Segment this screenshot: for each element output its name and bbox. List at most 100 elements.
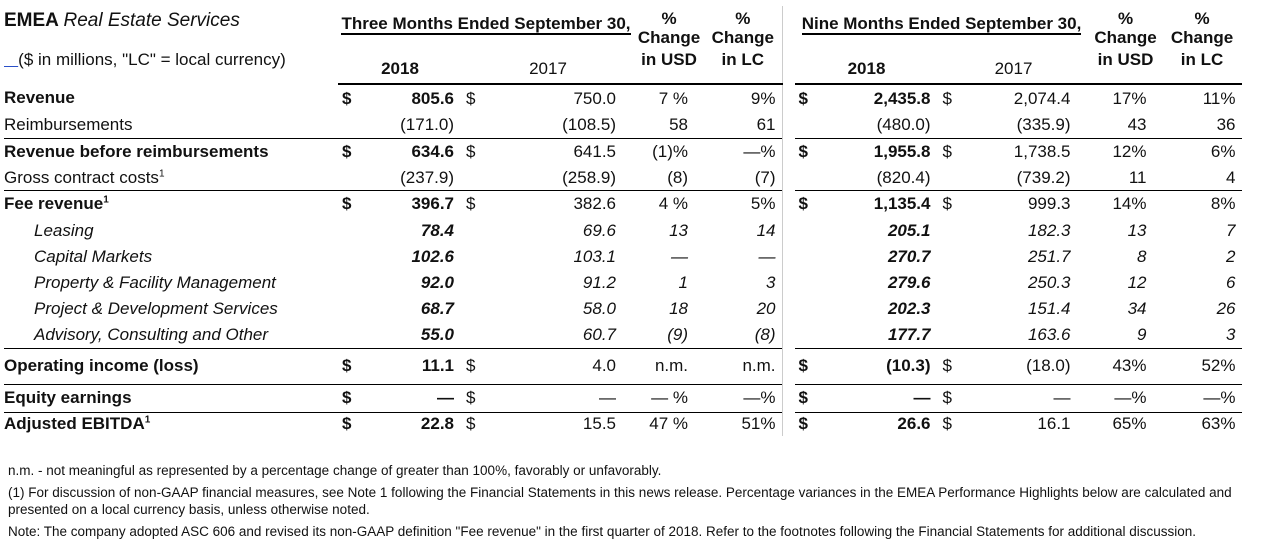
currency-symbol: $ — [794, 383, 817, 412]
change-usd-9m: 17% — [1112, 88, 1147, 108]
currency-symbol — [795, 296, 817, 322]
value-2017-9m: — — [968, 383, 1089, 412]
value-2017-9m: (739.2) — [1016, 167, 1071, 187]
currency-symbol — [795, 166, 817, 190]
value-2017-3m: 4.0 — [492, 347, 634, 384]
value-2018-9m: 205.1 — [887, 221, 931, 240]
value-2017-3m: 58.0 — [582, 299, 616, 318]
currency-symbol: $ — [462, 189, 492, 218]
in-usd-header-3m: in USD — [634, 50, 704, 85]
change-lc-3m: (8) — [754, 324, 776, 344]
currency-symbol: $ — [938, 383, 969, 412]
change-usd-9m: 12 — [1127, 273, 1147, 292]
change-lc-3m: 3 — [766, 273, 776, 292]
value-2018-9m: 2,435.8 — [873, 88, 931, 108]
currency-symbol — [462, 322, 492, 348]
change-lc-9m: 36 — [1216, 114, 1236, 134]
change-lc-3m: —% — [704, 383, 782, 412]
change-lc-header-9m: % Change — [1170, 9, 1234, 47]
value-2018-9m: — — [816, 383, 939, 412]
change-lc-header-3m: % Change — [711, 9, 774, 47]
change-usd-3m: (8) — [667, 167, 688, 187]
value-2017-3m: — — [492, 383, 634, 412]
table-row: Leasing 78.4 69.6 13 14 205.1 182.3 13 7 — [4, 218, 1242, 244]
value-2018-3m: 805.6 — [411, 88, 454, 108]
change-lc-3m: 14 — [756, 221, 776, 240]
value-2017-3m: (108.5) — [562, 114, 616, 134]
change-lc-3m: 61 — [756, 114, 776, 134]
change-lc-9m: 6% — [1162, 137, 1242, 166]
value-2017-9m: 2,074.4 — [1013, 88, 1071, 108]
change-lc-9m: 7 — [1226, 221, 1236, 240]
row-label: Project & Development Services — [34, 299, 278, 318]
currency-symbol: $ — [338, 411, 360, 436]
value-2017-9m: 1,738.5 — [968, 137, 1089, 166]
currency-symbol: $ — [338, 347, 360, 384]
non-gaap-footnote: (1) For discussion of non-GAAP financial… — [8, 485, 1232, 517]
currency-symbol — [939, 296, 969, 322]
currency-symbol: $ — [938, 189, 969, 218]
footnote-marker: 1 — [158, 168, 165, 180]
value-2017-3m: 60.7 — [582, 324, 616, 344]
currency-symbol — [939, 270, 969, 296]
value-2018-3m: 78.4 — [420, 221, 454, 240]
currency-symbol — [795, 244, 817, 270]
table-row: Adjusted EBITDA1 $22.8 $15.5 47 % 51% $26.6 $1… — [4, 411, 1242, 436]
value-2018-3m: 22.8 — [360, 411, 462, 436]
table-row: Revenue before reimbursements $634.6 $641.… — [4, 137, 1242, 166]
year-2018-header-3m: 2018 — [338, 50, 462, 85]
change-lc-3m: n.m. — [704, 347, 782, 384]
units-note-link[interactable] — [4, 50, 18, 69]
currency-symbol: $ — [942, 88, 952, 108]
value-2018-3m: 11.1 — [360, 347, 462, 384]
change-lc-3m: 20 — [756, 299, 776, 318]
currency-symbol: $ — [798, 88, 808, 108]
currency-symbol — [462, 166, 492, 190]
value-2018-9m: 177.7 — [887, 324, 931, 344]
currency-symbol — [795, 112, 817, 138]
change-usd-3m: n.m. — [634, 347, 704, 384]
value-2018-9m: 279.6 — [887, 273, 931, 292]
change-lc-9m: 26 — [1216, 299, 1236, 318]
value-2018-3m: 68.7 — [420, 299, 454, 318]
change-usd-3m: 1 — [678, 273, 688, 292]
value-2018-3m: 55.0 — [420, 324, 454, 344]
row-label: Revenue — [4, 88, 75, 107]
row-label: Advisory, Consulting and Other — [34, 324, 269, 344]
currency-symbol — [462, 218, 492, 244]
value-2018-3m: 396.7 — [360, 189, 462, 218]
value-2017-3m: (258.9) — [562, 167, 616, 187]
currency-symbol — [795, 270, 817, 296]
change-usd-header-9m: % Change — [1094, 9, 1157, 47]
in-usd-header-9m: in USD — [1088, 50, 1163, 85]
value-2017-9m: 16.1 — [968, 411, 1089, 436]
currency-symbol: $ — [462, 383, 492, 412]
table-row: Revenue $805.6 $750.0 7 % 9% $2,435.8 $2,074.4… — [4, 84, 1242, 112]
value-2018-9m: 1,955.8 — [816, 137, 939, 166]
year-2017-header-3m: 2017 — [462, 50, 634, 85]
value-2018-9m: 1,135.4 — [816, 189, 939, 218]
table-row: Reimbursements (171.0) (108.5) 58 61 (480.0) (… — [4, 112, 1242, 138]
value-2018-9m: 26.6 — [816, 411, 939, 436]
currency-symbol — [939, 166, 969, 190]
change-lc-3m: (7) — [754, 167, 776, 187]
value-2017-3m: 103.1 — [573, 247, 616, 266]
value-2017-9m: 163.6 — [1027, 324, 1071, 344]
value-2018-9m: (480.0) — [876, 114, 931, 134]
change-usd-9m: 11 — [1128, 167, 1147, 187]
currency-symbol: $ — [338, 383, 360, 412]
value-2018-3m: — — [360, 383, 462, 412]
value-2017-3m: 69.6 — [582, 221, 616, 240]
currency-symbol: $ — [938, 411, 969, 436]
row-label: Revenue before reimbursements — [4, 137, 338, 166]
year-2017-header-9m: 2017 — [938, 50, 1089, 85]
change-usd-9m: 9 — [1137, 324, 1147, 344]
value-2017-9m: 250.3 — [1027, 273, 1071, 292]
currency-symbol: $ — [462, 347, 492, 384]
currency-symbol: $ — [938, 347, 969, 384]
change-lc-3m: 5% — [704, 189, 782, 218]
row-label: Equity earnings — [4, 383, 338, 412]
change-usd-9m: 13 — [1127, 221, 1147, 240]
value-2018-3m: 634.6 — [360, 137, 462, 166]
